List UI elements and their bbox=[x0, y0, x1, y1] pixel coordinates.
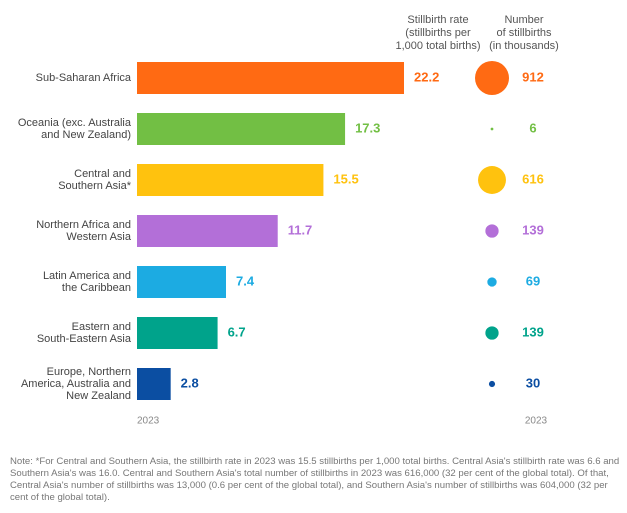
count-label: 69 bbox=[526, 273, 540, 288]
bubble bbox=[475, 61, 509, 95]
value-label: 2.8 bbox=[181, 375, 199, 390]
count-label: 616 bbox=[522, 171, 544, 186]
value-label: 7.4 bbox=[236, 273, 255, 288]
bar bbox=[137, 113, 346, 145]
count-label: 139 bbox=[522, 222, 544, 237]
category-label: Central and bbox=[74, 168, 131, 180]
bar bbox=[137, 215, 278, 247]
bubble bbox=[487, 277, 497, 287]
column-header: (stillbirths per bbox=[405, 27, 471, 39]
category-label: the Caribbean bbox=[62, 282, 131, 294]
count-label: 30 bbox=[526, 375, 540, 390]
category-label: Europe, Northern bbox=[47, 366, 131, 378]
category-label: Western Asia bbox=[66, 231, 131, 243]
value-label: 17.3 bbox=[355, 120, 380, 135]
bubble bbox=[488, 380, 496, 388]
bar bbox=[137, 368, 171, 400]
category-label: Northern Africa and bbox=[36, 219, 131, 231]
year-label: 2023 bbox=[525, 416, 548, 427]
bar bbox=[137, 164, 324, 196]
column-header: (in thousands) bbox=[489, 40, 559, 52]
category-label: Southern Asia* bbox=[58, 180, 131, 192]
bubble bbox=[478, 166, 506, 194]
bubble bbox=[485, 326, 499, 340]
bar bbox=[137, 266, 226, 298]
category-label: Sub-Saharan Africa bbox=[36, 72, 132, 84]
note: Note: *For Central and Southern Asia, th… bbox=[10, 456, 620, 503]
bar bbox=[137, 317, 218, 349]
value-label: 15.5 bbox=[333, 171, 358, 186]
category-label: New Zealand bbox=[66, 390, 131, 402]
category-label: South-Eastern Asia bbox=[37, 333, 132, 345]
count-label: 912 bbox=[522, 69, 544, 84]
column-header: Number bbox=[504, 14, 543, 26]
value-label: 6.7 bbox=[228, 324, 246, 339]
column-header: of stillbirths bbox=[496, 27, 552, 39]
count-label: 6 bbox=[529, 120, 536, 135]
category-label: Eastern and bbox=[72, 321, 131, 333]
count-label: 139 bbox=[522, 324, 544, 339]
value-label: 11.7 bbox=[288, 222, 313, 237]
year-label: 2023 bbox=[137, 416, 160, 427]
category-label: Latin America and bbox=[43, 270, 131, 282]
column-header: 1,000 total births) bbox=[396, 40, 481, 52]
bubble bbox=[490, 127, 494, 131]
column-header: Stillbirth rate bbox=[407, 14, 468, 26]
category-label: America, Australia and bbox=[21, 378, 131, 390]
value-label: 22.2 bbox=[414, 69, 439, 84]
category-label: and New Zealand) bbox=[41, 129, 131, 141]
bar bbox=[137, 62, 404, 94]
category-label: Oceania (exc. Australia bbox=[18, 117, 132, 129]
bubble bbox=[485, 224, 499, 238]
